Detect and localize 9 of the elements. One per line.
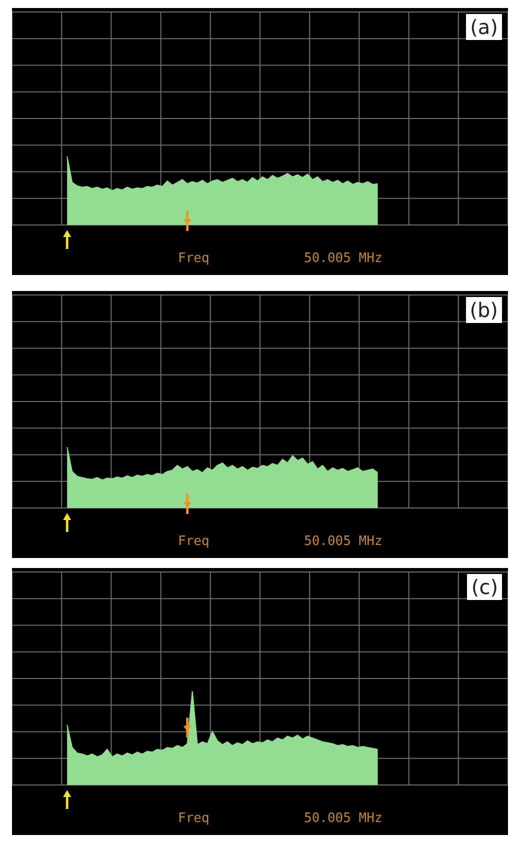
text: Freq — [178, 534, 210, 549]
chart-title: (b) — [466, 297, 502, 323]
text: Freq — [178, 811, 210, 826]
chart-title: (c) — [467, 574, 502, 600]
text: 50.005 MHz — [304, 534, 382, 549]
chart-title: (a) — [466, 14, 502, 40]
text: 50.005 MHz — [304, 811, 382, 826]
text: 50.005 MHz — [304, 251, 382, 266]
text: Freq — [178, 251, 210, 266]
